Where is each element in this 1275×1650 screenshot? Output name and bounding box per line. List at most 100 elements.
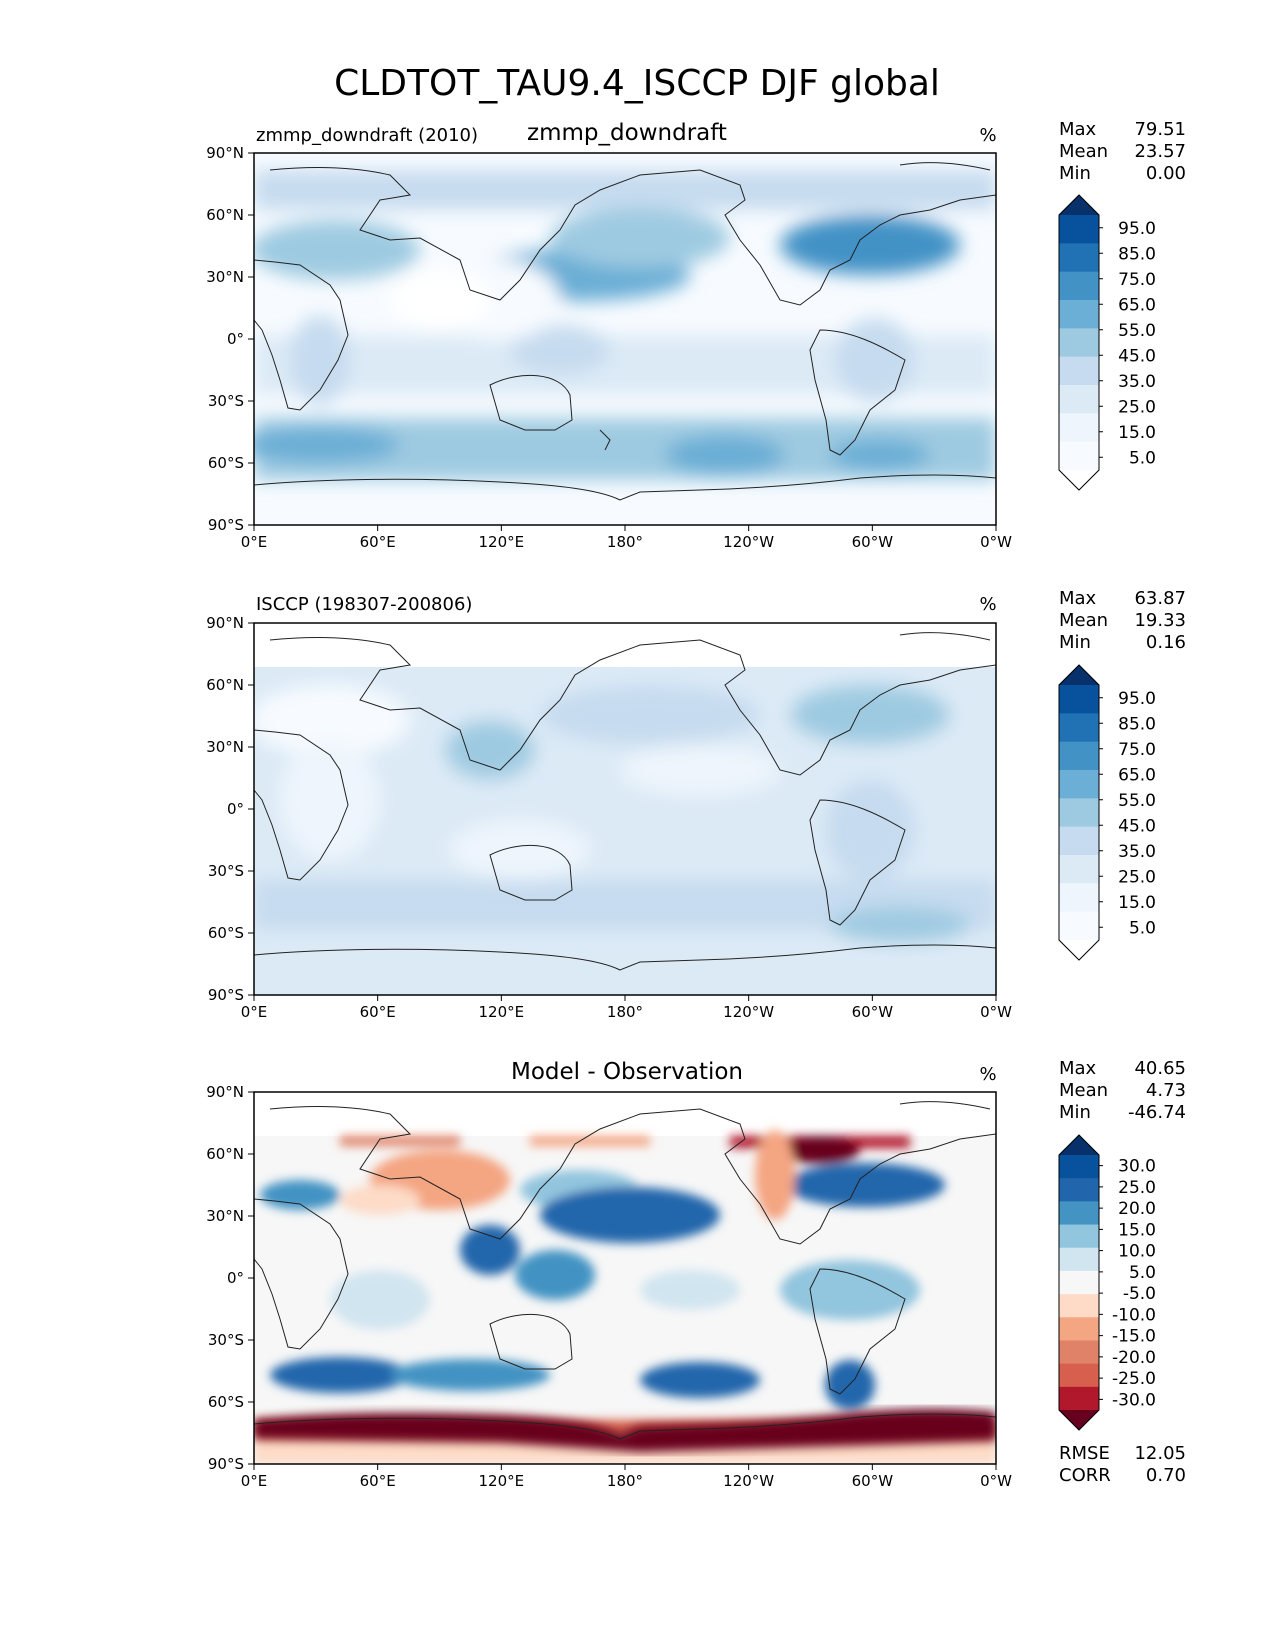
lat-tick-label: 90°S <box>208 1455 244 1473</box>
colorbar-outline <box>1058 664 1100 961</box>
colorbar-tick-label: -25.0 <box>1112 1369 1156 1389</box>
colorbar-tick-label: 15.0 <box>1118 1220 1156 1240</box>
colorbar-segment <box>1059 1247 1099 1272</box>
panel-model: zmmp_downdraft (2010) zmmp_downdraft % <box>206 119 1186 551</box>
stat-value: 0.16 <box>1146 632 1186 653</box>
map-field <box>254 623 996 995</box>
colorbar-tick-label: 15.0 <box>1118 423 1156 443</box>
colorbar-tick-label: -30.0 <box>1112 1390 1156 1410</box>
footer-stat-value: 12.05 <box>1134 1443 1186 1464</box>
stat-value: 4.73 <box>1146 1080 1186 1101</box>
lat-tick-label: 90°N <box>206 1083 244 1101</box>
stat-value: 19.33 <box>1134 610 1186 631</box>
colorbar-segment <box>1059 713 1099 743</box>
colorbar-segment <box>1059 300 1099 329</box>
colorbar-segment <box>1059 1155 1099 1179</box>
stat-label: Mean <box>1059 1080 1108 1101</box>
colorbar-tick-label: 5.0 <box>1129 918 1156 938</box>
lat-tick-label: 30°N <box>206 738 244 756</box>
colorbar-tick-label: 55.0 <box>1118 791 1156 811</box>
lat-tick-label: 60°S <box>208 454 244 472</box>
panel-difference: Model - Observation % <box>206 1058 1186 1490</box>
colorbar-extend-top <box>1059 1135 1099 1155</box>
lon-tick-label: 0°W <box>980 533 1012 551</box>
stat-label: Mean <box>1059 610 1108 631</box>
lat-tick-label: 60°S <box>208 1393 244 1411</box>
figure-title: CLDTOT_TAU9.4_ISCCP DJF global <box>334 63 940 104</box>
stat-value: 23.57 <box>1134 141 1186 162</box>
lat-tick-label: 60°N <box>206 206 244 224</box>
lon-tick-label: 120°E <box>479 1003 525 1021</box>
colorbar-tick-label: 75.0 <box>1118 740 1156 760</box>
colorbar-outline <box>1058 1134 1100 1431</box>
colorbar-tick-label: 30.0 <box>1118 1157 1156 1177</box>
colorbar-extend-top <box>1059 195 1099 215</box>
lon-tick-label: 120°E <box>479 533 525 551</box>
colorbar-tick-label: -15.0 <box>1112 1327 1156 1347</box>
lon-axis: 0°E 60°E 120°E 180° 120°W 60°W 0°W <box>241 1464 1012 1490</box>
colorbar-segment <box>1059 1363 1099 1388</box>
lat-tick-label: 90°S <box>208 516 244 534</box>
panel-units: % <box>979 1064 996 1085</box>
colorbar-tick-label: 15.0 <box>1118 893 1156 913</box>
lon-tick-label: 60°E <box>360 533 396 551</box>
lon-tick-label: 180° <box>607 1003 643 1021</box>
colorbar-segment <box>1059 685 1099 714</box>
lat-tick-label: 30°S <box>208 1331 244 1349</box>
colorbar-segment <box>1059 741 1099 771</box>
lat-tick-label: 30°N <box>206 1207 244 1225</box>
lon-tick-label: 0°E <box>241 1003 268 1021</box>
lon-tick-label: 60°E <box>360 1003 396 1021</box>
colorbar-tick-label: 25.0 <box>1118 1178 1156 1198</box>
colorbar-segment <box>1059 1201 1099 1226</box>
colorbar-extend-top <box>1059 665 1099 685</box>
colorbar-segment <box>1059 356 1099 386</box>
colorbar-segment <box>1059 855 1099 884</box>
colorbar-tick-label: 10.0 <box>1118 1242 1156 1262</box>
lon-tick-label: 120°W <box>723 1003 774 1021</box>
colorbar-segment <box>1059 1340 1099 1365</box>
colorbar-segment <box>1059 413 1099 443</box>
colorbar-tick-label: 65.0 <box>1118 765 1156 785</box>
stat-value: -46.74 <box>1128 1102 1186 1123</box>
colorbar-tick-label: 85.0 <box>1118 244 1156 264</box>
footer-stat-label: CORR <box>1059 1465 1111 1486</box>
map-field <box>254 1092 996 1464</box>
colorbar-tick-label: 95.0 <box>1118 689 1156 709</box>
stats-block: Max 40.65 Mean 4.73 Min -46.74 <box>1059 1058 1186 1123</box>
lat-tick-label: 90°N <box>206 144 244 162</box>
colorbar-tick-label: 45.0 <box>1118 816 1156 836</box>
stats-block: Max 79.51 Mean 23.57 Min 0.00 <box>1059 119 1186 184</box>
lon-axis: 0°E 60°E 120°E 180° 120°W 60°W 0°W <box>241 995 1012 1021</box>
colorbar-segment <box>1059 883 1099 913</box>
lat-axis: 90°N 60°N 30°N 0° 30°S 60°S 90°S <box>206 1083 254 1473</box>
panel-units: % <box>979 125 996 146</box>
lat-tick-label: 30°S <box>208 862 244 880</box>
lat-tick-label: 60°S <box>208 924 244 942</box>
panel-left-title: ISCCP (198307-200806) <box>256 594 472 615</box>
colorbar-tick-label: 25.0 <box>1118 867 1156 887</box>
stat-value: 79.51 <box>1134 119 1186 140</box>
lat-tick-label: 0° <box>227 1269 244 1287</box>
lat-tick-label: 90°S <box>208 986 244 1004</box>
colorbar-extend-bottom <box>1059 1410 1099 1430</box>
colorbar-tick-label: -10.0 <box>1112 1305 1156 1325</box>
stat-label: Max <box>1059 1058 1097 1079</box>
lon-tick-label: 120°W <box>723 1472 774 1490</box>
stat-label: Min <box>1059 632 1091 653</box>
colorbar-segment <box>1059 271 1099 301</box>
lat-tick-label: 0° <box>227 800 244 818</box>
colorbar-tick-label: 85.0 <box>1118 714 1156 734</box>
lon-tick-label: 120°W <box>723 533 774 551</box>
colorbar-tick-label: 55.0 <box>1118 321 1156 341</box>
colorbar-tick-label: 95.0 <box>1118 219 1156 239</box>
colorbar-tick-label: 5.0 <box>1129 448 1156 468</box>
map-field <box>254 153 996 525</box>
colorbar: 95.0 85.0 75.0 65.0 55.0 45.0 35.0 25.0 15.0 5.0 <box>1058 664 1156 961</box>
colorbar-extend-bottom <box>1059 940 1099 960</box>
colorbar-tick-label: 35.0 <box>1118 842 1156 862</box>
lon-tick-label: 60°W <box>852 1472 894 1490</box>
colorbar-segment <box>1059 1270 1099 1295</box>
panel-units: % <box>979 594 996 615</box>
